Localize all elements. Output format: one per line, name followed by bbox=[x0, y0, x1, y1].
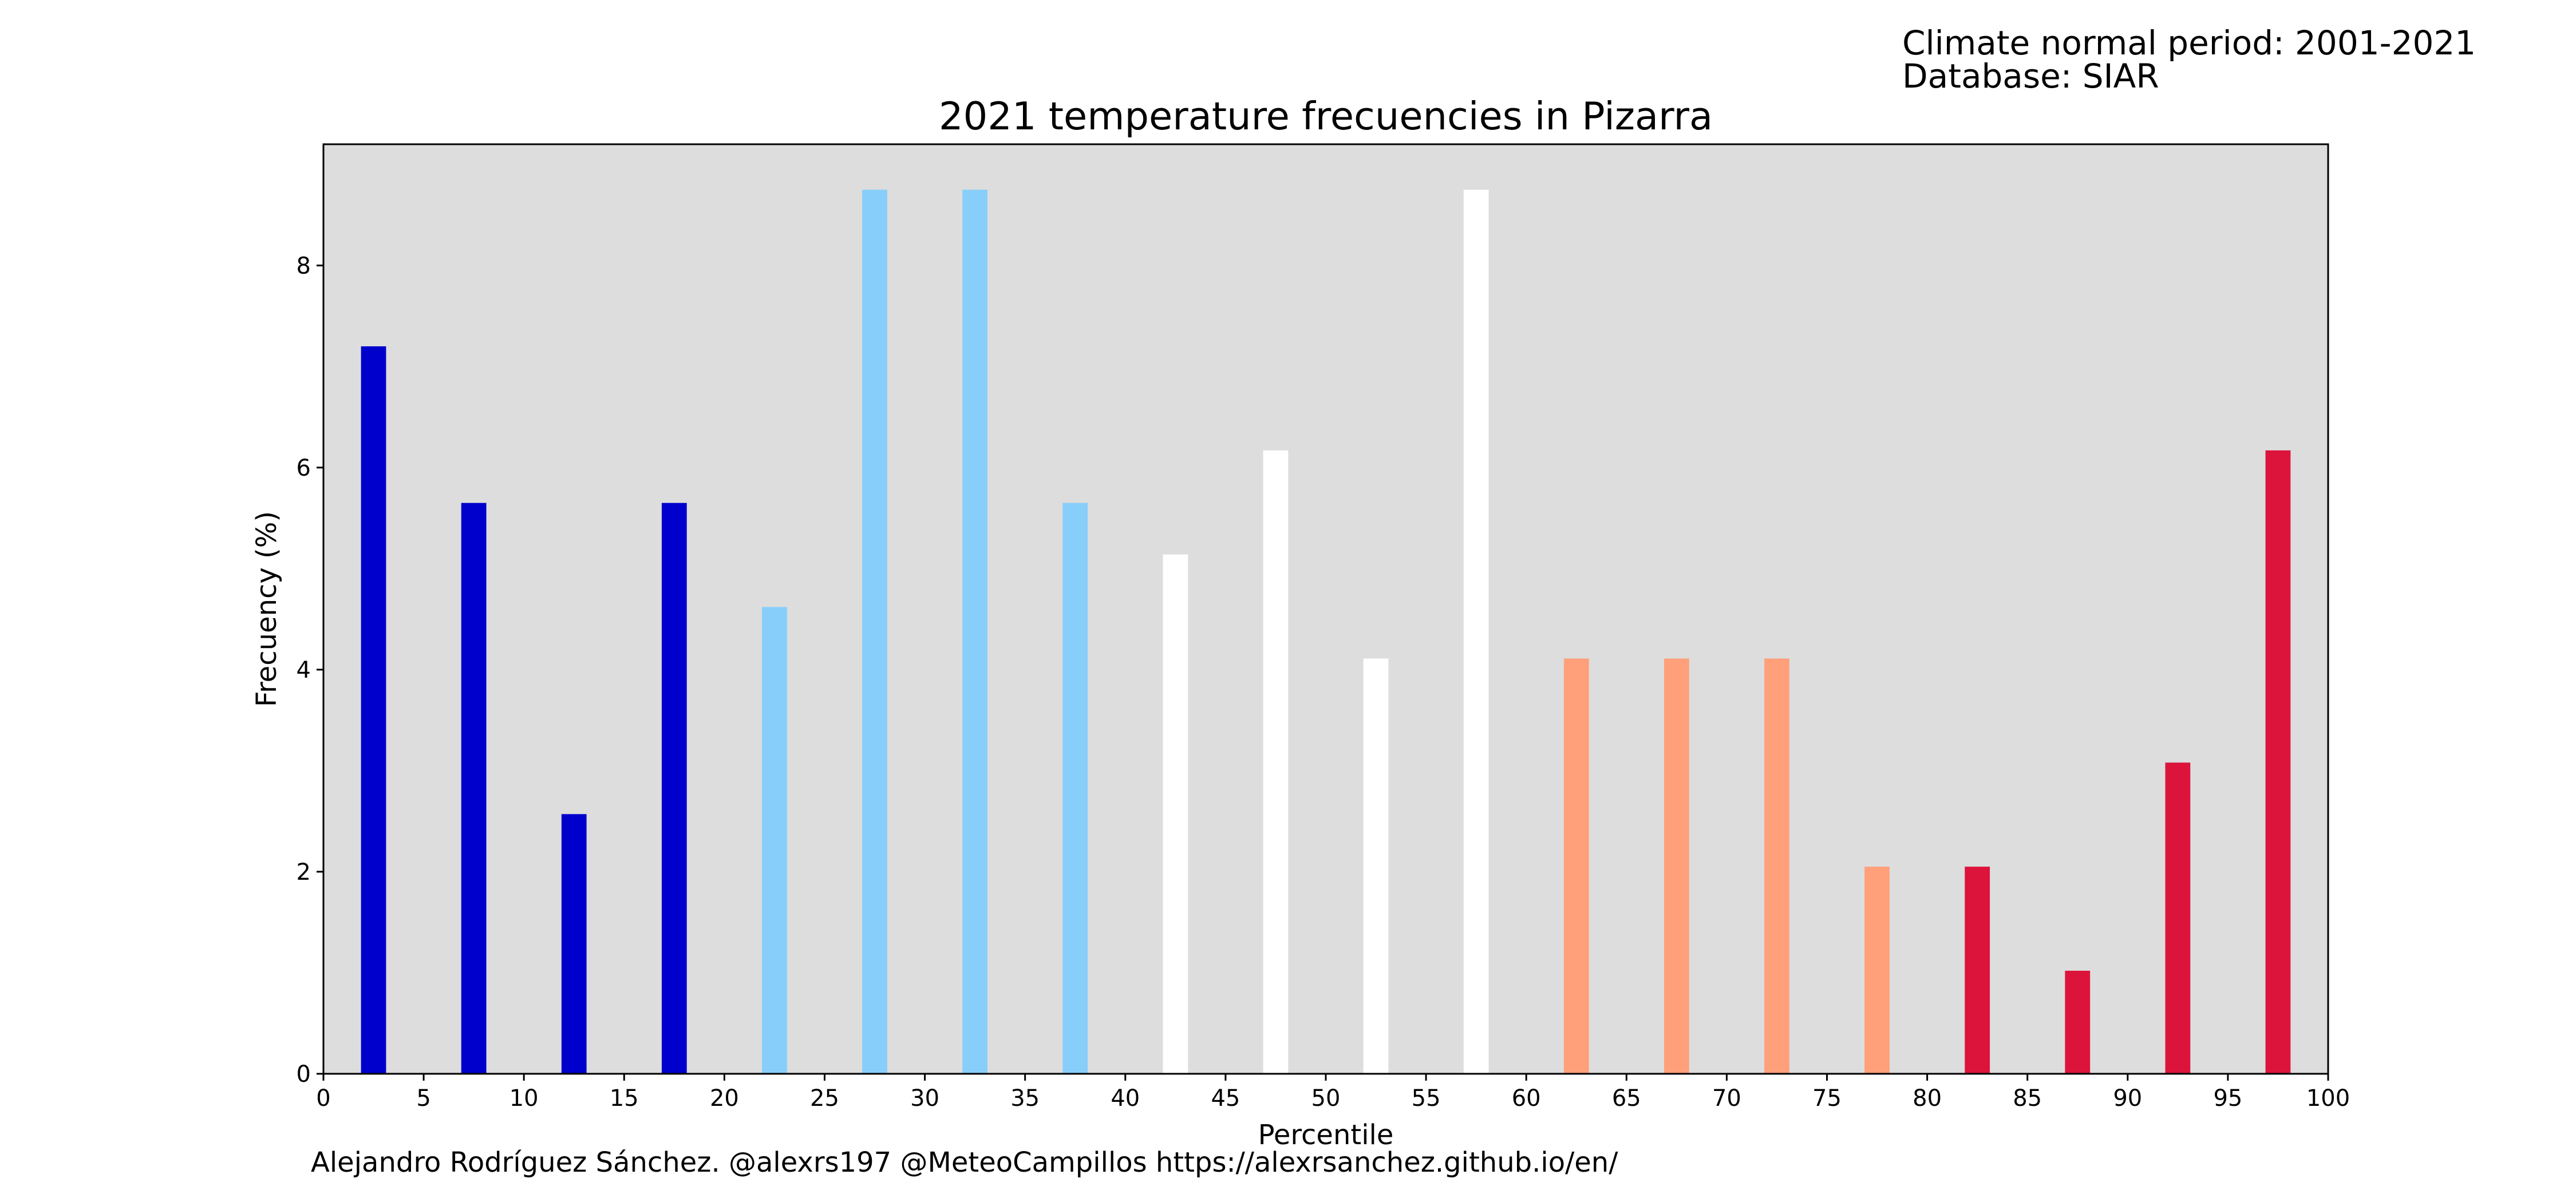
meta-period: Climate normal period: 2001-2021 bbox=[1902, 23, 2476, 62]
bar-percentile-22.5 bbox=[762, 607, 787, 1074]
y-tick-label: 0 bbox=[297, 1061, 311, 1088]
bar-percentile-77.5 bbox=[1864, 867, 1890, 1074]
bar-percentile-67.5 bbox=[1664, 658, 1689, 1074]
bar-percentile-27.5 bbox=[862, 189, 887, 1074]
bar-percentile-37.5 bbox=[1062, 503, 1088, 1074]
bar-percentile-62.5 bbox=[1563, 658, 1589, 1074]
x-tick-label: 30 bbox=[910, 1085, 939, 1112]
x-tick-label: 90 bbox=[2113, 1085, 2142, 1112]
x-tick-label: 10 bbox=[509, 1085, 539, 1112]
x-tick-label: 15 bbox=[610, 1085, 639, 1112]
bar-percentile-42.5 bbox=[1163, 554, 1188, 1074]
y-tick-label: 6 bbox=[297, 455, 311, 481]
x-axis: 0 5 10 15 20 25 30 35 40 45 50 55 60 65 70 75 80 85 90 95 10… bbox=[316, 1074, 2350, 1112]
bars-group bbox=[361, 189, 2291, 1074]
y-tick-label: 4 bbox=[297, 657, 311, 683]
meta-info: Climate normal period: 2001-2021 Databas… bbox=[1902, 23, 2476, 96]
bar-percentile-2.5 bbox=[361, 346, 386, 1074]
y-tick-label: 8 bbox=[297, 253, 311, 279]
plot-area bbox=[323, 144, 2328, 1074]
x-axis-label: Percentile bbox=[1258, 1119, 1394, 1151]
bar-percentile-87.5 bbox=[2065, 970, 2091, 1074]
x-tick-label: 55 bbox=[1412, 1085, 1441, 1112]
y-axis: 0 2 4 6 8 bbox=[297, 253, 323, 1088]
bar-percentile-72.5 bbox=[1764, 658, 1789, 1074]
x-tick-label: 0 bbox=[316, 1085, 330, 1112]
chart-title: 2021 temperature frecuencies in Pizarra bbox=[939, 94, 1713, 139]
bar-percentile-82.5 bbox=[1965, 867, 1990, 1074]
bar-percentile-12.5 bbox=[561, 814, 587, 1074]
x-tick-label: 65 bbox=[1612, 1085, 1641, 1112]
meta-database: Database: SIAR bbox=[1902, 57, 2159, 96]
x-tick-label: 5 bbox=[416, 1085, 430, 1112]
x-tick-label: 35 bbox=[1010, 1085, 1040, 1112]
x-tick-label: 70 bbox=[1712, 1085, 1741, 1112]
x-tick-label: 75 bbox=[1812, 1085, 1842, 1112]
bar-percentile-57.5 bbox=[1463, 189, 1489, 1074]
y-axis-label: Frecuency (%) bbox=[251, 511, 283, 707]
bar-percentile-92.5 bbox=[2165, 762, 2191, 1074]
x-tick-label: 25 bbox=[810, 1085, 839, 1112]
bar-percentile-52.5 bbox=[1363, 658, 1389, 1074]
bar-percentile-97.5 bbox=[2265, 450, 2291, 1074]
x-tick-label: 40 bbox=[1111, 1085, 1140, 1112]
bar-percentile-7.5 bbox=[461, 503, 487, 1074]
x-tick-label: 85 bbox=[2013, 1085, 2042, 1112]
y-tick-label: 2 bbox=[297, 859, 311, 885]
bar-percentile-17.5 bbox=[661, 503, 687, 1074]
bar-percentile-32.5 bbox=[962, 189, 988, 1074]
x-tick-label: 95 bbox=[2213, 1085, 2242, 1112]
x-tick-label: 60 bbox=[1512, 1085, 1541, 1112]
x-tick-label: 100 bbox=[2306, 1085, 2350, 1112]
bar-percentile-47.5 bbox=[1263, 450, 1289, 1074]
credit-text: Alejandro Rodríguez Sánchez. @alexrs197 … bbox=[311, 1146, 1618, 1179]
x-tick-label: 50 bbox=[1311, 1085, 1341, 1112]
x-tick-label: 20 bbox=[710, 1085, 739, 1112]
x-tick-label: 80 bbox=[1913, 1085, 1942, 1112]
x-tick-label: 45 bbox=[1211, 1085, 1240, 1112]
